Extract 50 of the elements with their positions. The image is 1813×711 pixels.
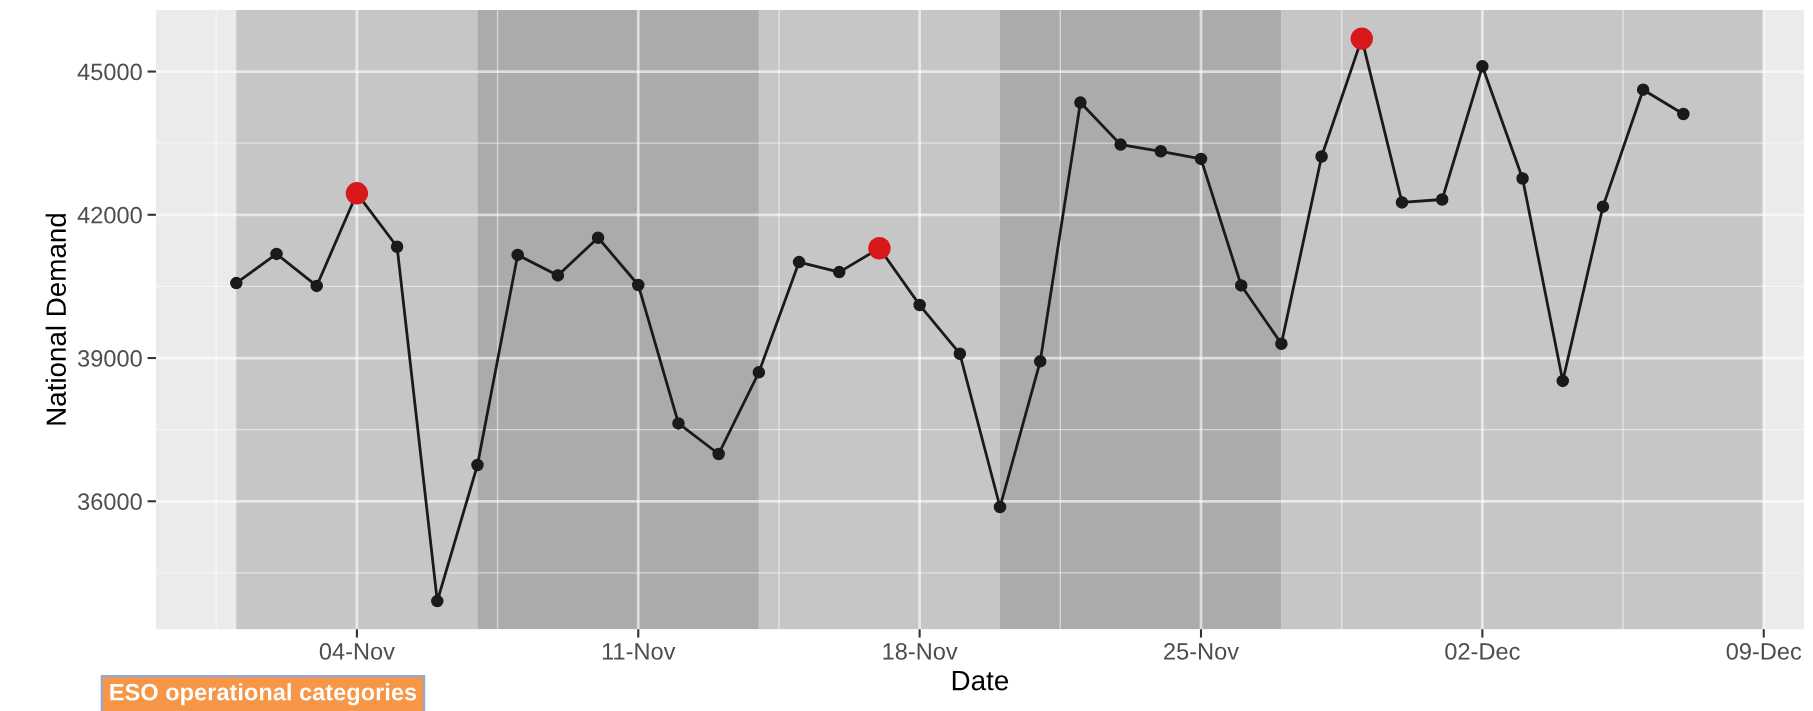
point: [1074, 96, 1087, 109]
point: [1234, 279, 1248, 292]
text: ESO operational categories: [110, 683, 417, 706]
point: [1275, 337, 1288, 350]
point: [868, 237, 891, 260]
point: [1194, 152, 1208, 166]
point: [1114, 138, 1127, 151]
point: [471, 458, 484, 472]
point: [1516, 172, 1529, 185]
x-tick-label: 11-Nov: [602, 643, 676, 660]
point: [270, 247, 283, 261]
point: [1435, 193, 1449, 206]
y-tick-label: 42000: [77, 206, 142, 224]
point: [1154, 145, 1168, 158]
point: [551, 269, 565, 282]
x-tick-label: 04-Nov: [319, 643, 395, 660]
point: [591, 231, 605, 244]
point: [345, 182, 369, 205]
y-axis-title: National Demand: [45, 214, 67, 425]
point: [632, 278, 645, 292]
point: [953, 347, 967, 360]
point: [752, 366, 766, 379]
y-tick-label: 39000: [77, 350, 142, 367]
x-tick-label: 02-Dec: [1445, 643, 1520, 660]
point: [1315, 150, 1328, 163]
point: [1636, 83, 1650, 96]
point: [913, 298, 926, 312]
y-tick-label: 45000: [77, 63, 142, 81]
point: [712, 447, 725, 461]
point: [431, 594, 444, 608]
x-tick-label: 25-Nov: [1164, 643, 1239, 660]
point: [1677, 107, 1690, 121]
point: [310, 279, 323, 293]
point: [1395, 196, 1409, 209]
x-tick-label: 18-Nov: [883, 643, 958, 660]
point: [792, 255, 806, 269]
x-tick-label: 09-Dec: [1726, 643, 1802, 660]
point: [1350, 27, 1373, 50]
point: [1596, 200, 1610, 213]
point: [993, 500, 1007, 514]
point: [832, 265, 846, 279]
point: [230, 276, 243, 290]
y-tick-label: 36000: [77, 493, 142, 511]
point: [1476, 60, 1489, 73]
x-axis-title: Date: [952, 671, 1009, 691]
point: [1033, 355, 1047, 368]
point: [1556, 374, 1570, 388]
point: [511, 248, 524, 262]
point: [672, 417, 685, 430]
point: [390, 240, 404, 254]
